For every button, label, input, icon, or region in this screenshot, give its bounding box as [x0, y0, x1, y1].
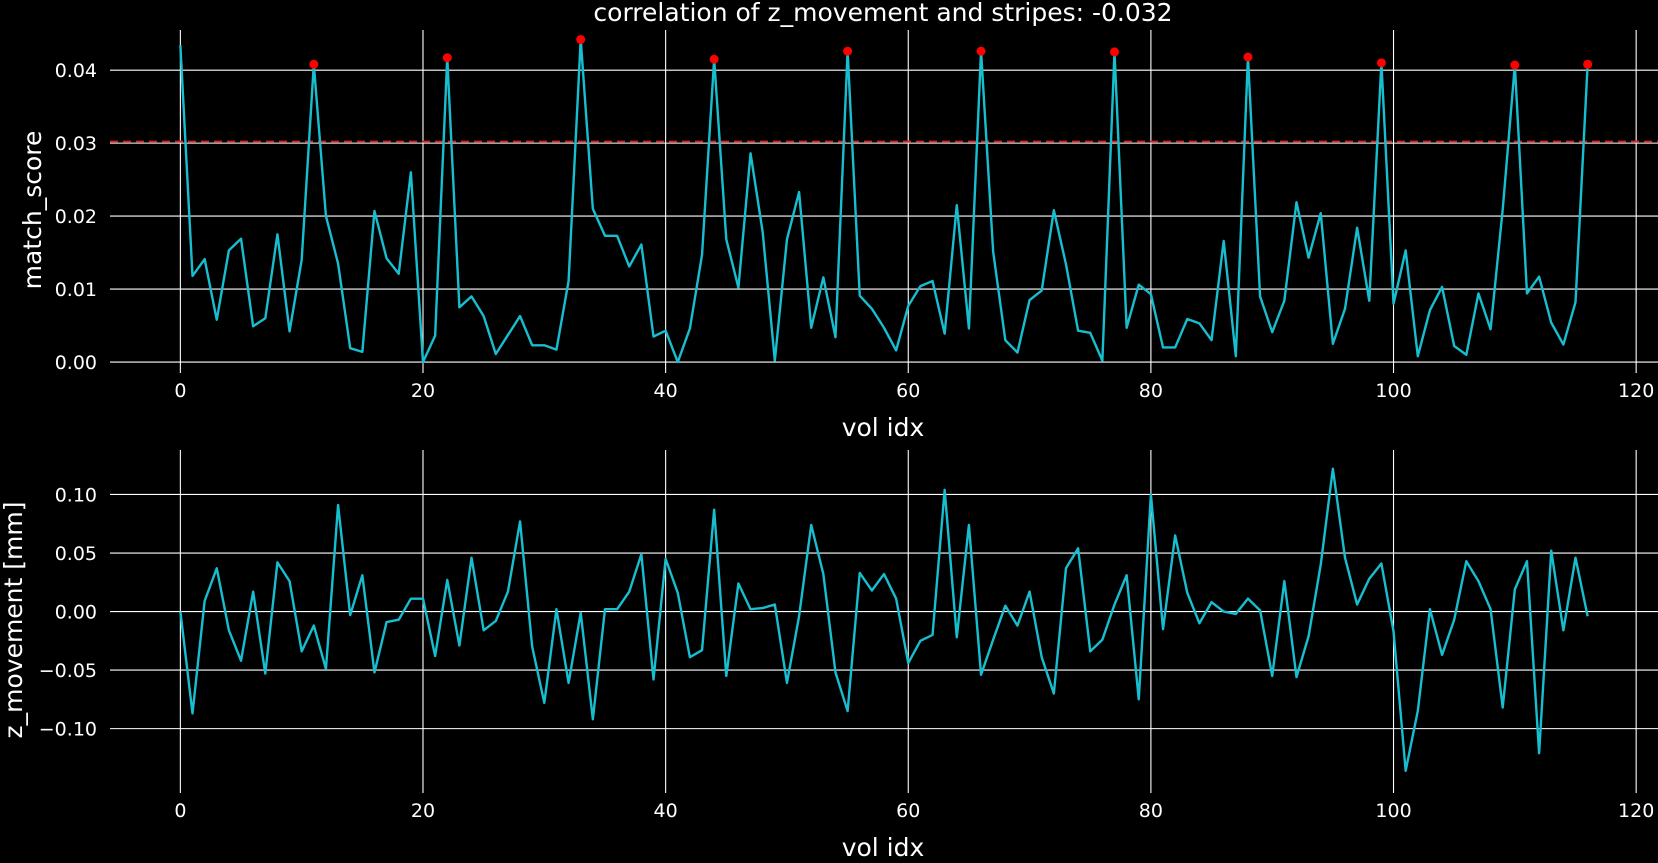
match-score-grid	[110, 30, 1658, 373]
peak-marker	[1583, 59, 1593, 69]
x-tick-label: 60	[896, 380, 920, 402]
match-score-y-axis-label: match_score	[18, 131, 47, 290]
x-tick-label: 120	[1618, 800, 1654, 822]
x-tick-label: 0	[174, 800, 186, 822]
z-movement-axes: 0 20 40 60 80 100 120 −0.10 −0.05 0.00 0.05 0.10 v…	[0, 450, 1658, 862]
peak-marker	[442, 53, 452, 63]
x-tick-label: 40	[654, 380, 678, 402]
x-tick-label: 60	[896, 800, 920, 822]
y-tick-label: 0.10	[55, 484, 97, 506]
peak-marker	[576, 34, 586, 44]
z-movement-series-line	[179, 467, 1589, 772]
peak-marker	[843, 46, 853, 56]
x-tick-label: 100	[1375, 380, 1411, 402]
peak-marker	[309, 59, 319, 69]
match-score-series-line	[179, 38, 1589, 364]
z-movement-y-tick-labels: −0.10 −0.05 0.00 0.05 0.10	[39, 484, 97, 740]
x-tick-label: 80	[1139, 380, 1163, 402]
x-tick-label: 100	[1375, 800, 1411, 822]
z-movement-x-axis-label: vol idx	[842, 833, 925, 862]
y-tick-label: 0.00	[55, 602, 97, 624]
x-tick-label: 20	[411, 800, 435, 822]
x-tick-label: 0	[174, 380, 186, 402]
y-tick-label: −0.10	[39, 719, 97, 741]
match-score-x-tick-labels: 0 20 40 60 80 100 120	[174, 380, 1654, 402]
peak-marker	[976, 46, 986, 56]
peak-marker	[1243, 52, 1253, 62]
y-tick-label: 0.01	[55, 279, 97, 301]
match-score-y-tick-labels: 0.00 0.01 0.02 0.03 0.04	[55, 60, 97, 374]
y-tick-label: 0.02	[55, 206, 97, 228]
peak-marker	[709, 54, 719, 64]
match-score-x-axis-label: vol idx	[842, 413, 925, 442]
z-movement-x-tick-labels: 0 20 40 60 80 100 120	[174, 800, 1654, 822]
y-tick-label: 0.05	[55, 543, 97, 565]
peak-marker	[1376, 58, 1386, 68]
x-tick-label: 120	[1618, 380, 1654, 402]
z-movement-grid	[110, 450, 1658, 793]
peak-markers	[309, 34, 1593, 70]
x-tick-label: 80	[1139, 800, 1163, 822]
peak-marker	[1510, 60, 1520, 70]
x-tick-label: 40	[654, 800, 678, 822]
z-movement-y-axis-label: z_movement [mm]	[0, 502, 28, 739]
match-score-axes: 0 20 40 60 80 100 120 0.00 0.01 0.02 0.03 0.04 vol…	[18, 30, 1658, 442]
y-tick-label: 0.04	[55, 60, 97, 82]
figure-title: correlation of z_movement and stripes: -…	[593, 0, 1172, 27]
peak-marker	[1110, 47, 1120, 57]
y-tick-label: −0.05	[39, 660, 97, 682]
y-tick-label: 0.00	[55, 352, 97, 374]
y-tick-label: 0.03	[55, 133, 97, 155]
x-tick-label: 20	[411, 380, 435, 402]
